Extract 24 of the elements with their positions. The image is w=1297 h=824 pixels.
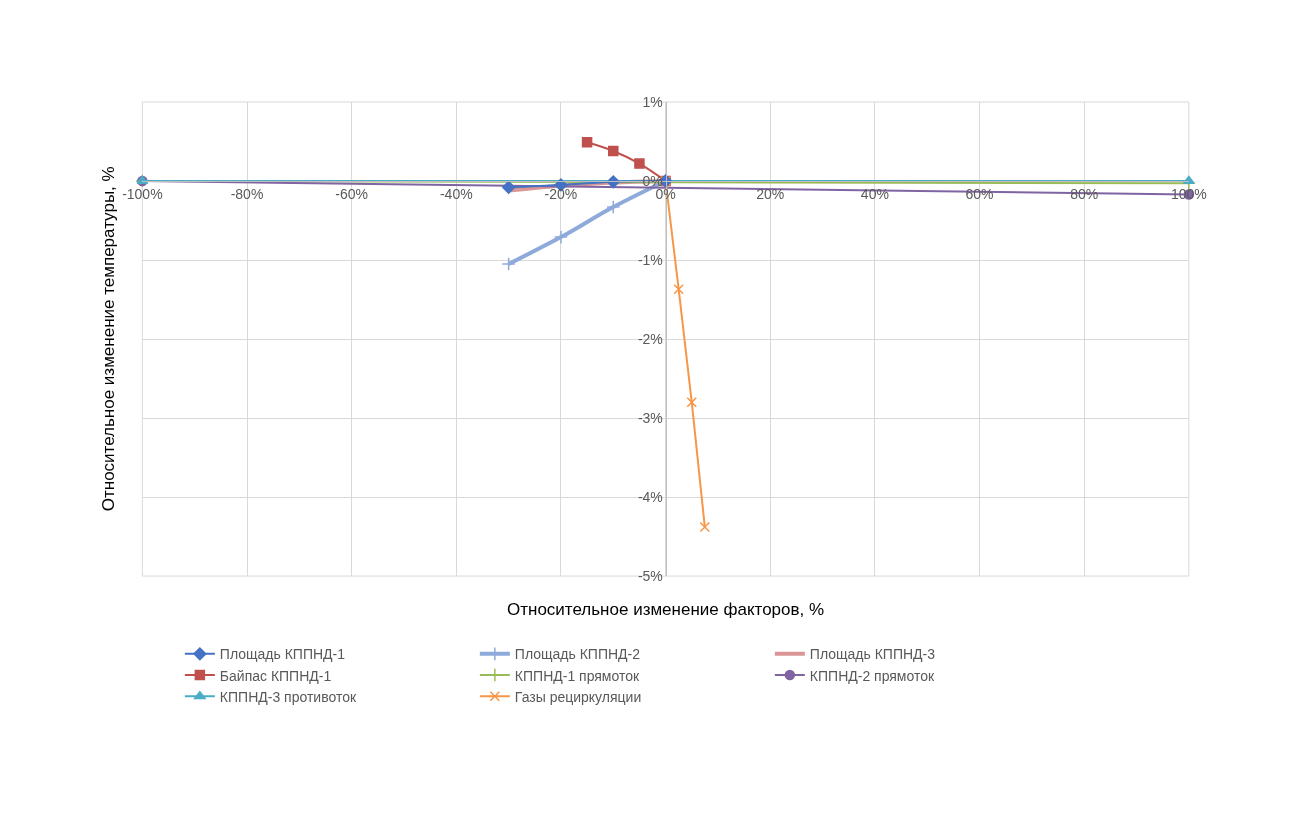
y-tick-label: 1% — [642, 93, 663, 110]
x-tick-label: -100% — [122, 185, 163, 202]
y-tick-label: -4% — [637, 488, 663, 505]
legend-label: КППНД-2 прямоток — [809, 667, 935, 684]
y-tick-label: -5% — [637, 567, 663, 584]
legend-label: Площадь КППНД-2 — [514, 646, 641, 663]
legend-label: Площадь КППНД-3 — [809, 646, 936, 663]
legend-label: Газы рециркуляции — [514, 688, 642, 705]
legend-label: Байпас КППНД-1 — [219, 667, 332, 684]
x-tick-label: -40% — [439, 185, 473, 202]
x-tick-label: -60% — [335, 185, 368, 202]
x-tick-label: -80% — [230, 185, 264, 202]
y-axis-title: Относительное изменение температуры, % — [99, 166, 119, 512]
legend-label: КППНД-1 прямоток — [514, 667, 640, 684]
y-tick-label: -3% — [637, 409, 663, 426]
y-tick-label: 0% — [642, 172, 663, 189]
y-tick-label: -1% — [637, 251, 663, 268]
x-tick-label: -20% — [544, 185, 578, 202]
legend-label: Площадь КППНД-1 — [219, 646, 346, 663]
x-tick-label: 20% — [756, 185, 785, 202]
legend-label: КППНД-3 противоток — [219, 688, 357, 705]
y-tick-label: -2% — [637, 330, 663, 347]
x-tick-label: 40% — [860, 185, 889, 202]
x-axis-title: Относительное изменение факторов, % — [507, 600, 825, 619]
